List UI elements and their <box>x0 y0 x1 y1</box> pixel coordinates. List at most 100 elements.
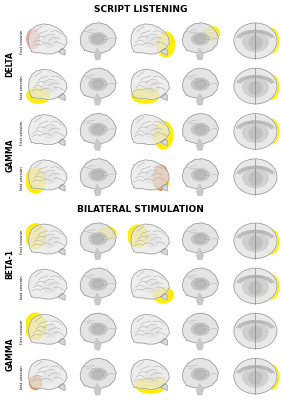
Ellipse shape <box>195 325 206 333</box>
Text: SCRIPT LISTENING: SCRIPT LISTENING <box>94 5 187 14</box>
Ellipse shape <box>195 126 206 134</box>
Polygon shape <box>94 184 101 195</box>
Polygon shape <box>80 159 116 189</box>
Polygon shape <box>183 113 218 144</box>
Polygon shape <box>29 115 67 145</box>
Polygon shape <box>197 139 203 150</box>
Polygon shape <box>80 358 116 388</box>
Ellipse shape <box>234 113 277 149</box>
Polygon shape <box>197 338 203 350</box>
Ellipse shape <box>243 277 268 297</box>
Polygon shape <box>197 294 203 304</box>
Polygon shape <box>29 160 67 190</box>
Ellipse shape <box>89 368 107 381</box>
Ellipse shape <box>145 172 159 183</box>
Ellipse shape <box>98 227 116 240</box>
Ellipse shape <box>191 124 209 136</box>
Polygon shape <box>161 184 167 191</box>
Ellipse shape <box>234 68 277 104</box>
Ellipse shape <box>43 36 57 47</box>
Polygon shape <box>183 313 218 343</box>
Polygon shape <box>94 384 101 395</box>
Ellipse shape <box>92 126 103 134</box>
Ellipse shape <box>92 80 103 88</box>
Ellipse shape <box>26 224 46 249</box>
Ellipse shape <box>89 33 107 45</box>
Ellipse shape <box>145 236 159 247</box>
Polygon shape <box>183 268 218 298</box>
Polygon shape <box>197 49 203 59</box>
Ellipse shape <box>89 233 107 245</box>
Text: last session: last session <box>20 365 24 389</box>
Polygon shape <box>58 139 65 146</box>
Polygon shape <box>131 314 169 344</box>
Ellipse shape <box>135 378 166 393</box>
Ellipse shape <box>249 236 262 249</box>
Ellipse shape <box>243 77 268 97</box>
Polygon shape <box>94 49 101 59</box>
Ellipse shape <box>195 280 206 288</box>
Ellipse shape <box>195 80 206 88</box>
Polygon shape <box>183 23 218 53</box>
Ellipse shape <box>195 370 206 379</box>
Ellipse shape <box>243 168 268 188</box>
Ellipse shape <box>145 36 159 47</box>
Polygon shape <box>80 313 116 343</box>
Ellipse shape <box>264 229 279 254</box>
Polygon shape <box>58 384 65 390</box>
Polygon shape <box>131 160 169 190</box>
Ellipse shape <box>264 119 279 144</box>
Ellipse shape <box>249 372 262 384</box>
Ellipse shape <box>128 225 148 247</box>
Ellipse shape <box>89 323 107 335</box>
Ellipse shape <box>249 82 262 94</box>
Ellipse shape <box>25 313 46 340</box>
Ellipse shape <box>43 371 57 383</box>
Ellipse shape <box>43 236 57 247</box>
Ellipse shape <box>234 159 277 194</box>
Ellipse shape <box>92 370 103 379</box>
Ellipse shape <box>195 171 206 179</box>
Ellipse shape <box>249 127 262 140</box>
Text: DELTA: DELTA <box>6 52 15 77</box>
Text: last session: last session <box>20 166 24 190</box>
Ellipse shape <box>191 368 209 381</box>
Polygon shape <box>58 248 65 255</box>
Ellipse shape <box>191 278 209 290</box>
Polygon shape <box>29 69 67 99</box>
Ellipse shape <box>92 280 103 288</box>
Ellipse shape <box>92 325 103 333</box>
Ellipse shape <box>234 313 277 349</box>
Ellipse shape <box>264 275 279 299</box>
Polygon shape <box>161 94 167 100</box>
Polygon shape <box>161 294 167 300</box>
Polygon shape <box>161 248 167 255</box>
Polygon shape <box>80 268 116 298</box>
Ellipse shape <box>191 233 209 245</box>
Polygon shape <box>131 115 169 145</box>
Text: BETA-1: BETA-1 <box>6 249 15 279</box>
Polygon shape <box>131 224 169 254</box>
Ellipse shape <box>153 178 168 189</box>
Ellipse shape <box>89 278 107 290</box>
Ellipse shape <box>145 326 159 338</box>
Polygon shape <box>29 224 67 254</box>
Ellipse shape <box>157 32 175 57</box>
Polygon shape <box>58 184 65 191</box>
Polygon shape <box>131 69 169 99</box>
Ellipse shape <box>195 35 206 43</box>
Ellipse shape <box>249 326 262 339</box>
Polygon shape <box>80 23 116 53</box>
Ellipse shape <box>89 124 107 136</box>
Polygon shape <box>183 159 218 189</box>
Polygon shape <box>58 294 65 300</box>
Ellipse shape <box>92 171 103 179</box>
Polygon shape <box>161 384 167 390</box>
Ellipse shape <box>243 232 268 252</box>
Ellipse shape <box>145 127 159 138</box>
Polygon shape <box>131 359 169 389</box>
Polygon shape <box>94 139 101 150</box>
Polygon shape <box>161 49 167 55</box>
Ellipse shape <box>243 322 268 342</box>
Polygon shape <box>80 113 116 144</box>
